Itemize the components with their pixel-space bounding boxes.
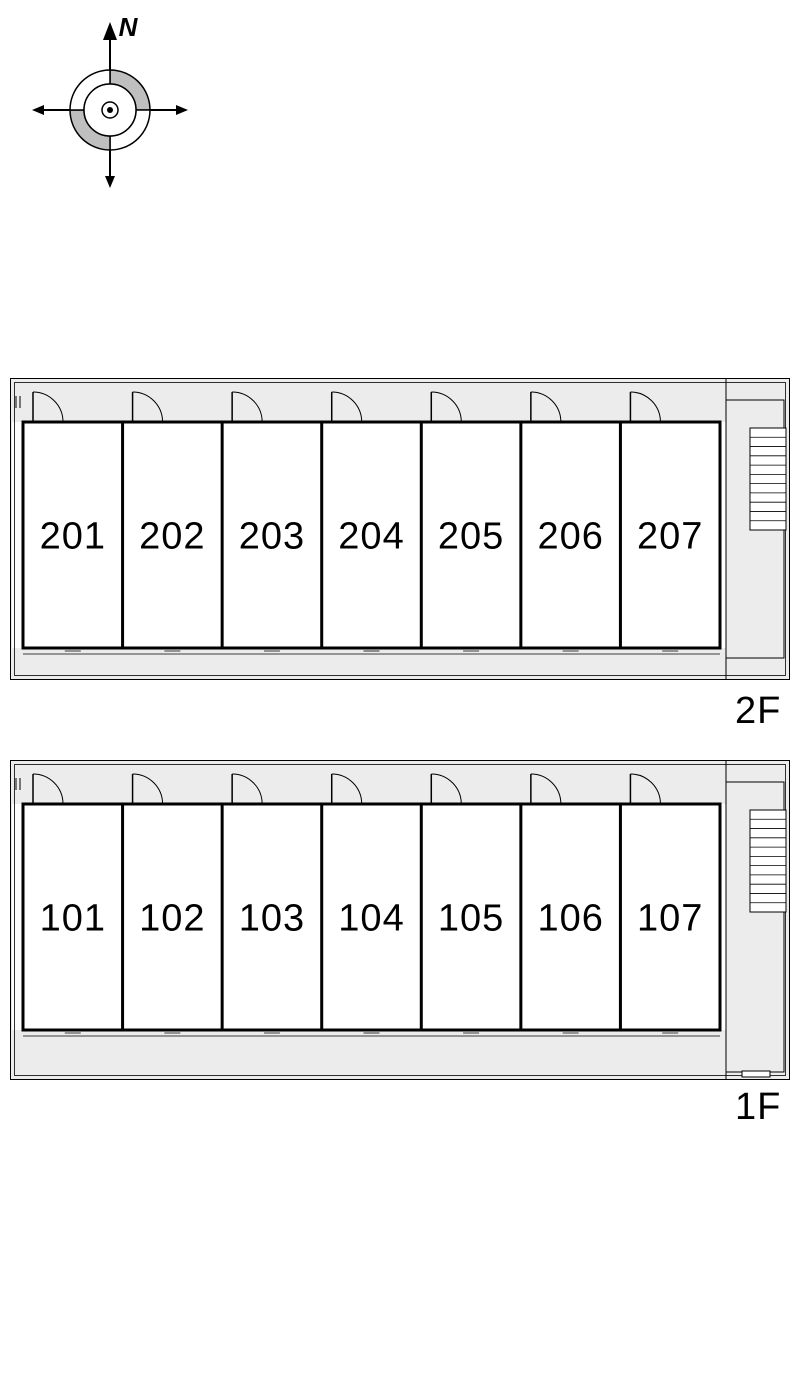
compass-icon: N: [30, 10, 190, 200]
svg-text:N: N: [119, 12, 139, 42]
unit-label: 101: [40, 897, 106, 939]
unit-label: 202: [139, 515, 205, 557]
floor-plan: 101 102 103 104 105 106 107: [10, 760, 790, 1080]
unit-label: 106: [537, 897, 603, 939]
unit-label: 103: [239, 897, 305, 939]
floor-label: 2F: [735, 690, 781, 733]
unit-label: 207: [637, 515, 703, 557]
unit-label: 205: [438, 515, 504, 557]
unit-label: 204: [338, 515, 404, 557]
floor-plan: 201 202 203 204 205 206 207: [10, 378, 790, 680]
unit-label: 201: [40, 515, 106, 557]
unit-label: 107: [637, 897, 703, 939]
unit-label: 105: [438, 897, 504, 939]
unit-label: 206: [537, 515, 603, 557]
floor-label: 1F: [735, 1086, 781, 1129]
unit-label: 104: [338, 897, 404, 939]
floorplan-canvas: N2012022032042052062072F1011021031041051…: [0, 0, 800, 1373]
unit-label: 203: [239, 515, 305, 557]
unit-label: 102: [139, 897, 205, 939]
